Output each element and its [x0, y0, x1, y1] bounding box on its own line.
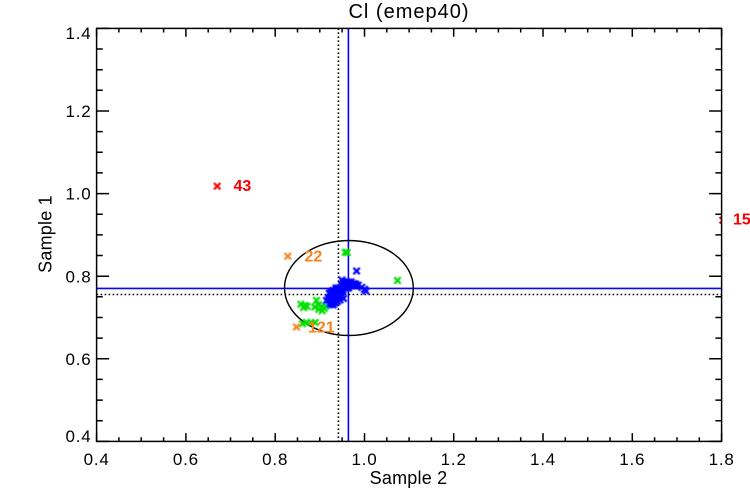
svg-text:154: 154	[733, 212, 750, 229]
svg-text:1.0: 1.0	[351, 450, 377, 469]
svg-text:1.2: 1.2	[441, 450, 467, 469]
svg-text:1.2: 1.2	[65, 102, 91, 121]
svg-text:Sample 1: Sample 1	[36, 195, 56, 273]
svg-text:43: 43	[234, 178, 252, 195]
svg-text:1.4: 1.4	[65, 24, 91, 43]
svg-text:1.4: 1.4	[530, 450, 556, 469]
svg-text:0.8: 0.8	[262, 450, 288, 469]
svg-text:Cl (emep40): Cl (emep40)	[348, 1, 469, 23]
svg-text:0.8: 0.8	[65, 267, 91, 286]
svg-text:0.4: 0.4	[84, 450, 110, 469]
svg-text:Sample 2: Sample 2	[370, 468, 448, 488]
svg-text:1.0: 1.0	[65, 185, 91, 204]
svg-text:1.6: 1.6	[619, 450, 645, 469]
svg-text:22: 22	[305, 249, 323, 266]
svg-text:0.4: 0.4	[65, 427, 91, 446]
svg-text:0.6: 0.6	[173, 450, 199, 469]
svg-text:121: 121	[308, 320, 335, 337]
svg-text:1.8: 1.8	[709, 450, 735, 469]
svg-text:0.6: 0.6	[65, 350, 91, 369]
